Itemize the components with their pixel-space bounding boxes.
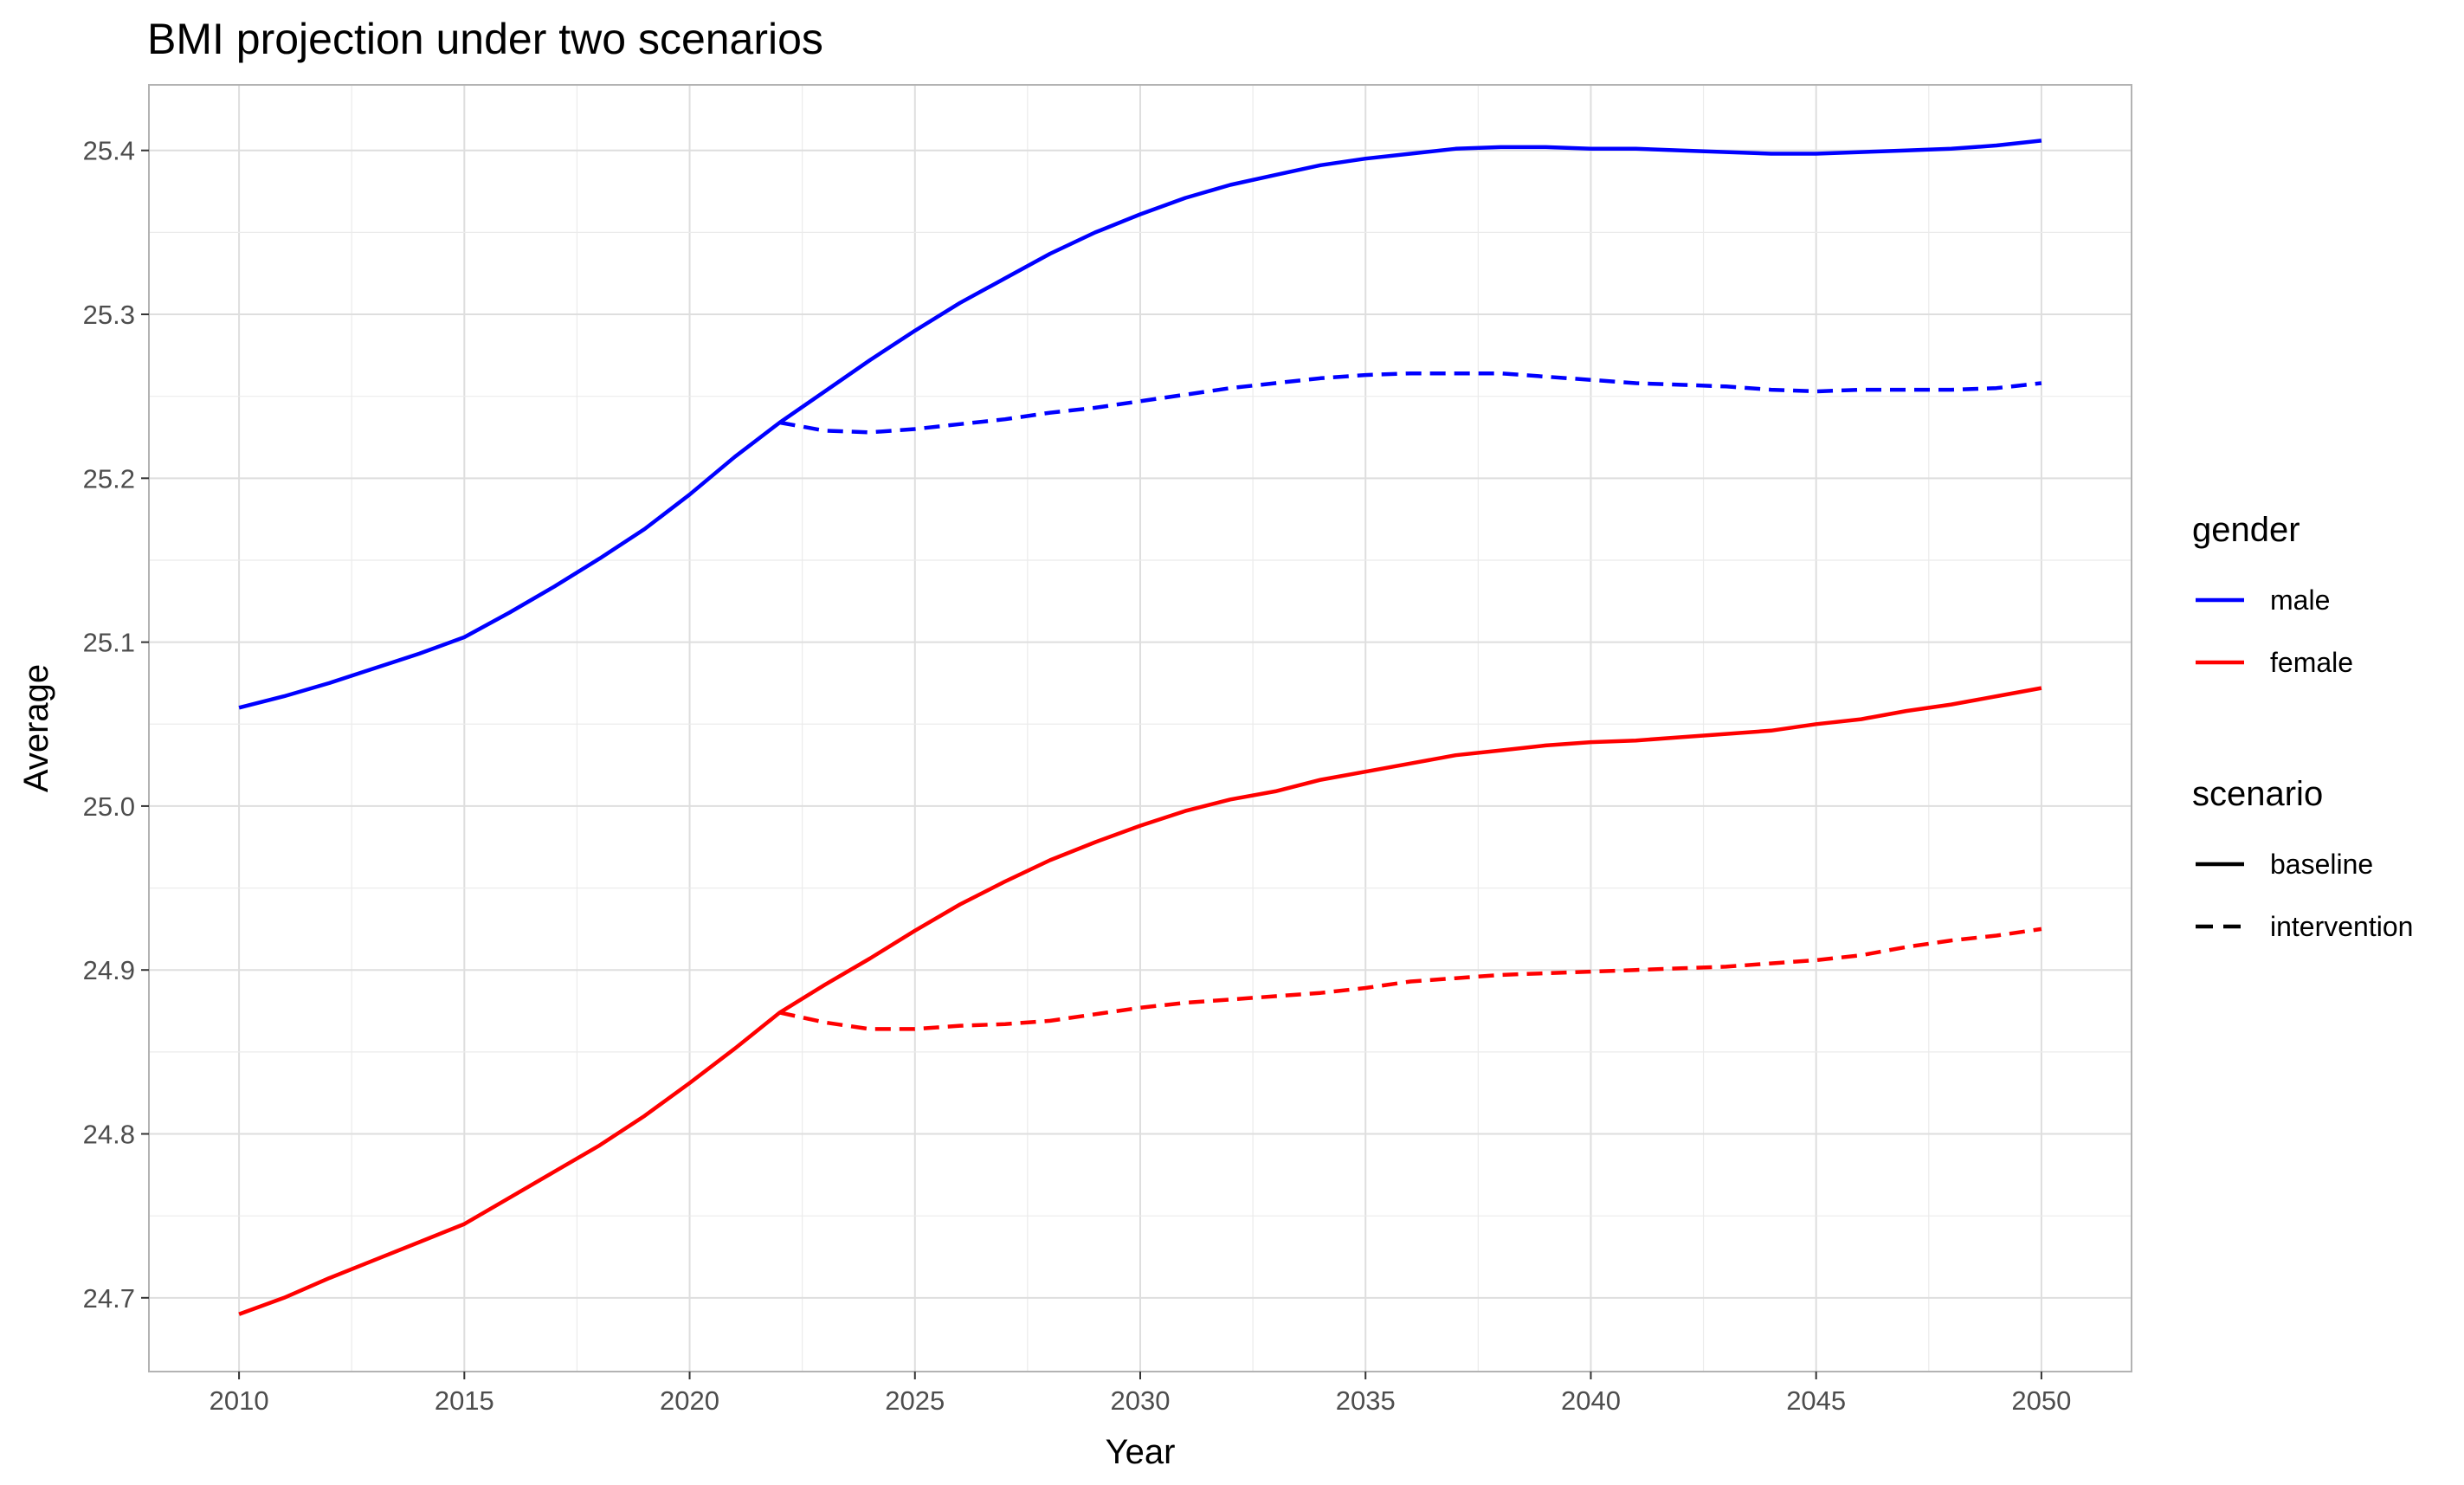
legend-title: gender <box>2192 511 2300 549</box>
series-lines <box>238 139 2042 1316</box>
x-tick-label: 2010 <box>210 1385 269 1416</box>
legend-scenario: scenario baseline intervention <box>2192 775 2413 942</box>
female-baseline-line <box>238 686 2042 1316</box>
female-intervention-line <box>779 927 2042 1031</box>
legend-label-female: female <box>2270 647 2353 678</box>
male-intervention-line <box>779 371 2042 435</box>
y-tick-label: 24.9 <box>83 955 135 985</box>
x-tick-label: 2035 <box>1336 1385 1396 1416</box>
legend-label-baseline: baseline <box>2270 849 2373 880</box>
y-axis-ticks: 24.7 24.8 24.9 25.0 25.1 25.2 25.3 25.4 <box>83 136 149 1314</box>
male-baseline-line <box>238 139 2042 710</box>
y-tick-label: 24.7 <box>83 1283 135 1314</box>
grid-lines <box>149 85 2132 1372</box>
chart-title: BMI projection under two scenarios <box>147 15 823 63</box>
legend-title: scenario <box>2192 775 2323 813</box>
x-tick-label: 2025 <box>885 1385 945 1416</box>
y-tick-label: 25.2 <box>83 463 135 494</box>
legend: gender male female scenario baseline interven… <box>2192 511 2413 942</box>
x-tick-label: 2015 <box>435 1385 494 1416</box>
y-axis-title: Average <box>17 664 55 792</box>
x-axis-title: Year <box>1106 1433 1176 1471</box>
y-tick-label: 25.4 <box>83 136 135 166</box>
x-axis-ticks: 2010 2015 2020 2025 2030 2035 2040 2045 2050 <box>210 1372 2071 1416</box>
legend-label-intervention: intervention <box>2270 911 2413 942</box>
y-tick-label: 25.1 <box>83 628 135 658</box>
x-tick-label: 2040 <box>1561 1385 1621 1416</box>
x-tick-label: 2045 <box>1786 1385 1846 1416</box>
y-tick-label: 25.3 <box>83 300 135 330</box>
x-tick-label: 2030 <box>1111 1385 1171 1416</box>
x-tick-label: 2020 <box>660 1385 719 1416</box>
y-tick-label: 24.8 <box>83 1120 135 1150</box>
y-tick-label: 25.0 <box>83 791 135 822</box>
x-tick-label: 2050 <box>2011 1385 2071 1416</box>
legend-gender: gender male female <box>2192 511 2353 678</box>
legend-label-male: male <box>2270 584 2330 616</box>
